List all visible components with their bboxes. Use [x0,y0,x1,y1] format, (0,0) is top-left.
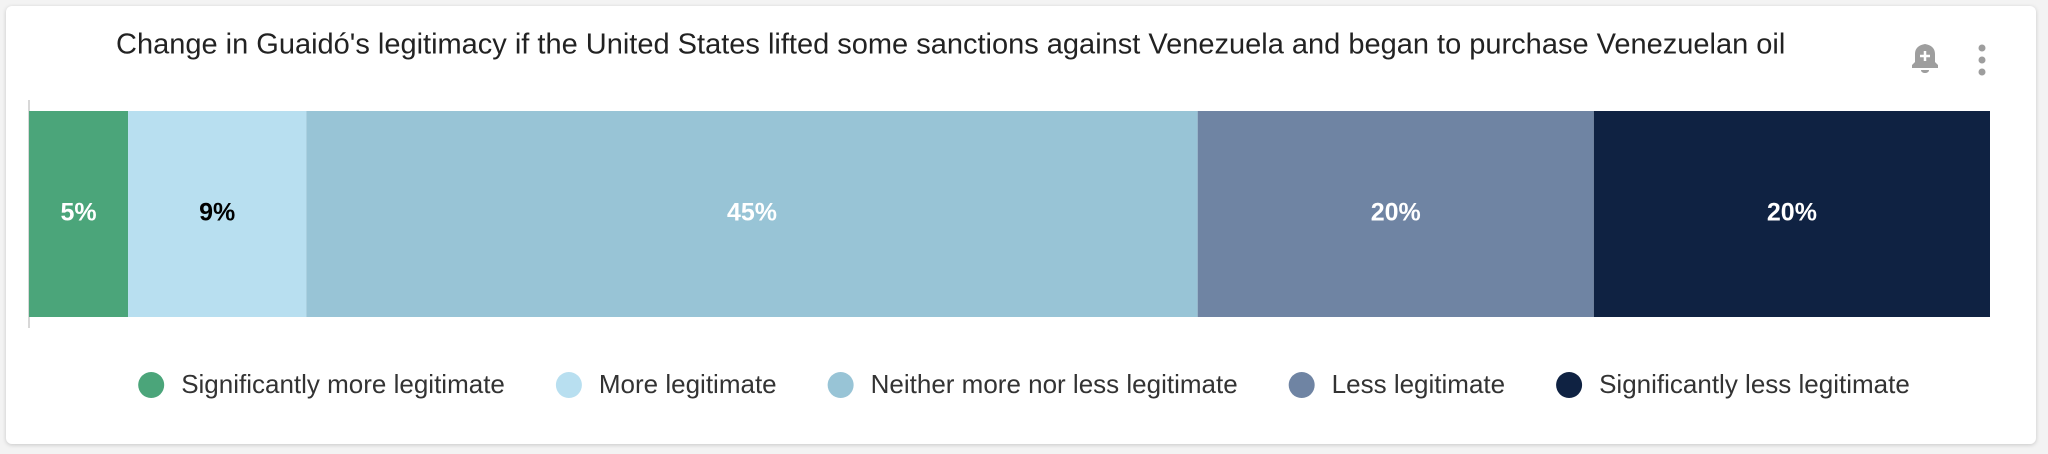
legend-marker [1288,372,1315,398]
legend-marker [1556,372,1583,398]
legend-marker [138,372,165,398]
data-label: 5% [60,199,96,227]
bar-segment [1593,111,1990,317]
legend-label: Neither more nor less legitimate [871,369,1238,399]
data-label: 45% [727,199,777,227]
data-label: 9% [199,199,235,227]
legend-marker [827,372,854,398]
dot [1978,68,1986,76]
more-menu-icon[interactable] [1978,44,1986,76]
bar-segment [306,111,1198,317]
bar-segment [29,111,129,317]
legend-label: Significantly more legitimate [181,369,505,399]
data-label: 20% [1767,199,1817,227]
legend-marker [555,372,582,398]
add-alert-icon[interactable] [1912,44,1938,73]
bar-segment [128,111,307,317]
dot [1978,56,1986,64]
legend-label: Significantly less legitimate [1599,369,1910,399]
chart-title: Change in Guaidó's legitimacy if the Uni… [116,29,1785,61]
dot [1978,44,1986,52]
legend-label: Less legitimate [1332,369,1505,399]
plus [1920,51,1930,61]
bell-clapper [1921,70,1929,73]
bar-segment [1197,111,1594,317]
legend-label: More legitimate [599,369,777,399]
title-group: Change in Guaidó's legitimacy if the Uni… [116,29,1785,61]
data-label: 20% [1371,199,1421,227]
